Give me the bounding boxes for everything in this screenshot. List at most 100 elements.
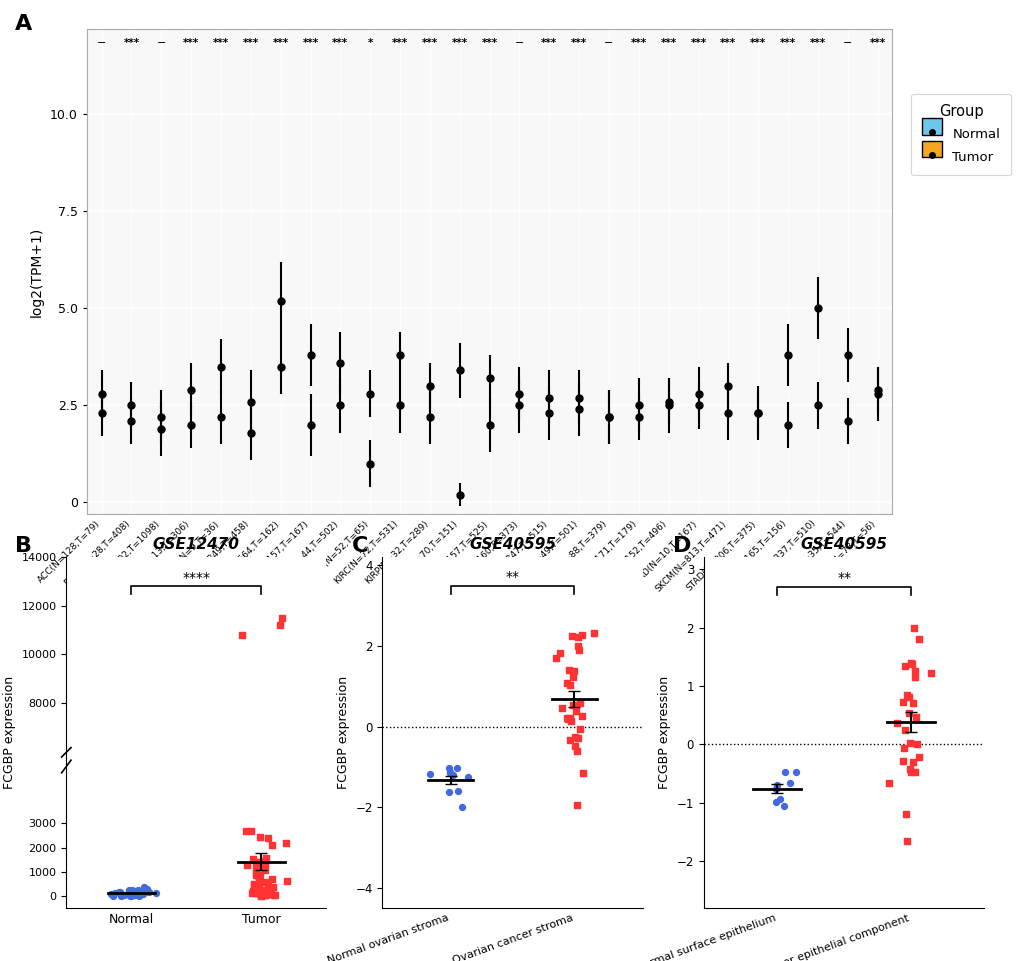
Text: ***: *** [541,38,556,48]
Point [553,700,570,715]
Text: C: C [352,536,368,556]
Point [257,887,273,902]
Point [894,753,910,769]
Point [113,888,129,903]
Text: B: B [15,536,33,556]
Point [448,760,465,776]
Text: ***: *** [780,38,795,48]
Point [252,886,268,901]
Point [441,765,458,780]
Point [127,886,144,901]
Point [237,823,254,838]
Point [138,883,154,899]
Point [453,800,470,815]
Point [560,732,577,748]
Point [570,629,586,645]
Text: ***: *** [868,38,884,48]
Y-axis label: FCGBP expression: FCGBP expression [3,677,16,789]
Point [258,850,274,866]
Point [127,885,144,900]
Point [895,740,911,755]
Text: ***: *** [272,38,288,48]
Point [250,856,266,872]
Point [250,868,266,883]
Point [767,794,784,809]
Point [248,868,264,883]
Text: −: − [843,38,852,48]
Point [245,883,261,899]
Point [123,884,140,899]
Point [907,709,923,725]
Point [252,829,268,845]
Point [133,886,150,901]
Point [910,749,926,764]
Text: ***: *** [422,38,437,48]
Point [879,776,896,791]
Point [250,884,266,899]
Point [574,765,590,780]
Point [441,765,458,780]
Text: ***: *** [630,38,646,48]
Point [899,833,915,849]
Point [255,884,271,899]
Point [273,610,289,626]
Text: ***: *** [213,38,229,48]
Point [257,874,273,889]
Point [137,884,153,899]
Y-axis label: FCGBP expression: FCGBP expression [657,677,671,789]
Point [278,835,294,850]
Point [567,738,583,753]
Point [767,781,784,797]
Point [568,797,584,812]
Point [440,784,457,800]
Point [260,830,276,846]
Point [571,696,587,711]
Point [574,628,590,643]
Point [266,888,282,903]
Point [252,888,268,903]
Text: *: * [367,38,373,48]
Legend: Normal, Tumor: Normal, Tumor [911,93,1010,175]
Point [906,765,922,780]
Title: GSE40595: GSE40595 [469,537,555,552]
Point [260,878,276,894]
Point [251,872,267,887]
Point [250,885,266,900]
Point [255,859,271,875]
Point [250,867,266,882]
Point [248,865,264,880]
Point [422,767,438,782]
Title: GSE40595: GSE40595 [800,537,887,552]
Text: −: − [97,38,106,48]
Point [238,858,255,874]
Point [570,730,586,746]
Point [775,799,792,814]
Point [574,708,590,724]
Point [233,628,250,643]
Point [570,638,586,653]
Point [135,887,151,902]
Point [444,767,461,782]
Point [105,888,121,903]
Point [262,882,278,898]
Point [136,879,152,895]
Text: ***: *** [660,38,676,48]
Point [253,882,269,898]
Point [776,764,793,779]
Point [460,769,476,784]
Text: −: − [603,38,613,48]
Text: D: D [673,536,691,556]
Point [248,860,264,875]
Point [561,710,578,726]
Point [121,888,138,903]
Text: ***: *** [749,38,765,48]
Point [897,658,913,674]
Point [245,851,261,867]
Point [906,669,922,684]
Point [901,735,917,751]
Point [251,857,267,873]
Text: ***: *** [332,38,348,48]
Point [560,663,577,678]
Point [449,783,466,799]
Text: ***: *** [391,38,408,48]
